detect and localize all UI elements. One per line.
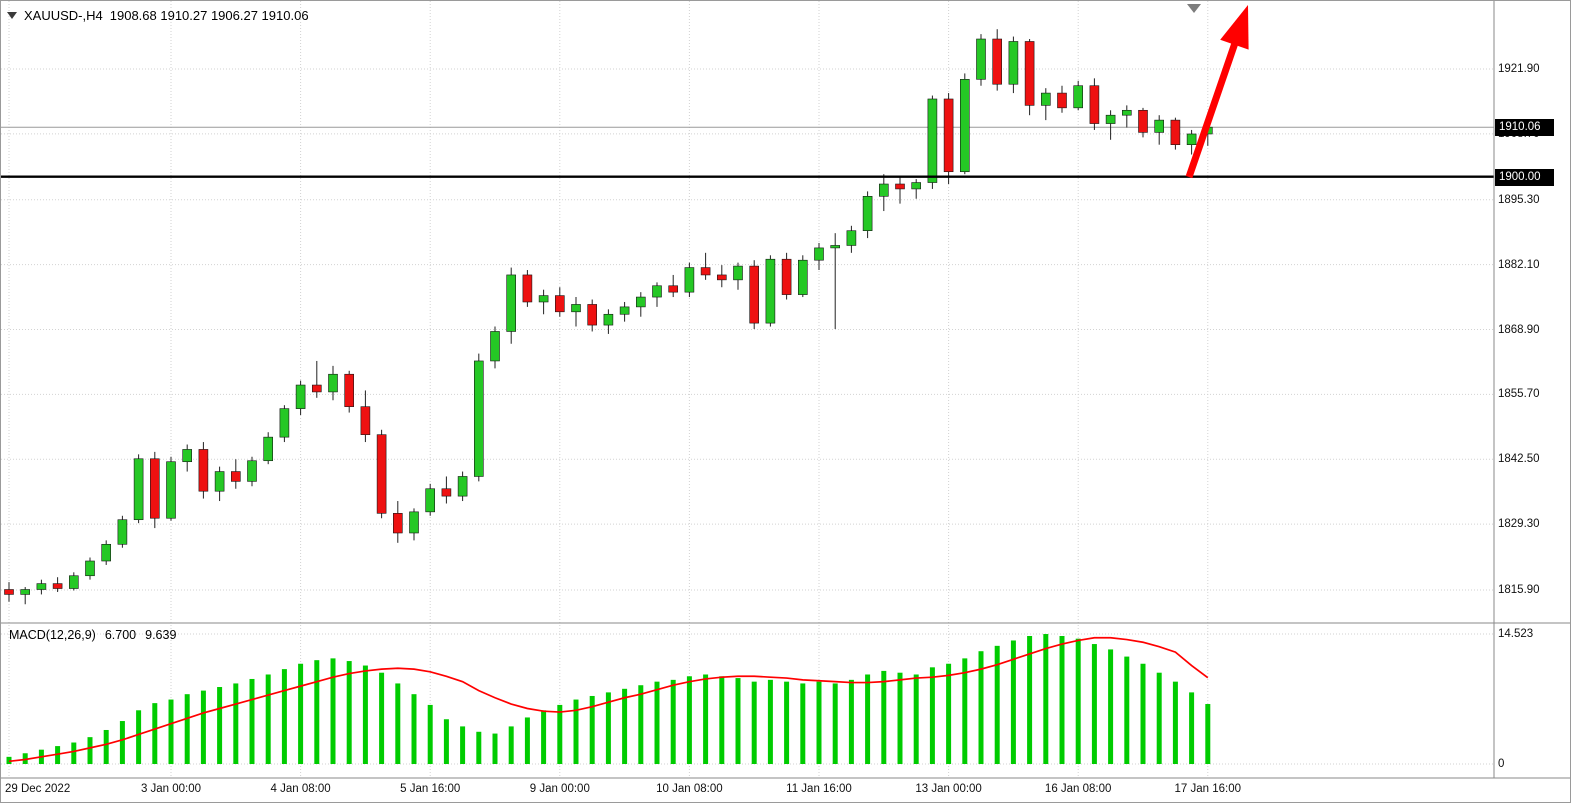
trend-arrow-annotation[interactable] (1185, 5, 1249, 179)
price-tick-label: 1829.30 (1498, 518, 1540, 531)
time-axis-label: 16 Jan 08:00 (1044, 783, 1112, 795)
price-tick-label: 1868.90 (1498, 323, 1540, 336)
price-tick-label: 1895.30 (1498, 193, 1540, 206)
price-tick-label: 1855.70 (1498, 388, 1540, 401)
macd-signal-value: 9.639 (145, 628, 177, 642)
chart-title-row: XAUUSD-,H4 1908.68 1910.27 1906.27 1910.… (7, 8, 309, 23)
price-tick-label: 1842.50 (1498, 453, 1540, 466)
macd-signal-line (8, 636, 1209, 763)
time-axis-label: 29 Dec 2022 (5, 783, 71, 795)
time-axis-label: 5 Jan 16:00 (400, 783, 461, 795)
symbol-period-label: XAUUSD-,H4 (24, 8, 103, 23)
candlesticks[interactable] (4, 29, 1213, 605)
time-axis-label: 4 Jan 08:00 (270, 783, 331, 795)
time-axis-label: 9 Jan 00:00 (529, 783, 590, 795)
price-tick-label: 1815.90 (1498, 584, 1540, 596)
one-click-trading-arrow-icon[interactable] (7, 12, 17, 19)
macd-scale-zero-label: 0 (1498, 758, 1505, 770)
price-tick-label: 1921.90 (1498, 63, 1540, 75)
time-axis-label: 13 Jan 00:00 (915, 783, 982, 795)
macd-indicator-label-row: MACD(12,26,9) 6.700 9.639 (9, 628, 176, 642)
time-axis-label: 3 Jan 00:00 (140, 783, 202, 795)
macd-indicator-name: MACD(12,26,9) (9, 628, 96, 642)
time-axis-label: 17 Jan 16:00 (1174, 783, 1242, 795)
time-axis-label: 10 Jan 08:00 (656, 783, 723, 795)
gridlines (1, 1, 1494, 778)
scroll-to-end-icon[interactable] (1187, 4, 1201, 13)
ohlc-quote-label: 1908.68 1910.27 1906.27 1910.06 (109, 8, 309, 23)
price-tick-label: 1882.10 (1498, 258, 1540, 271)
current-price-badge: 1910.06 (1495, 119, 1554, 136)
macd-main-value: 6.700 (104, 628, 137, 642)
time-axis-label: 11 Jan 16:00 (786, 783, 852, 795)
level-price-badge: 1900.00 (1495, 169, 1554, 186)
macd-histogram (6, 634, 1211, 764)
macd-scale-max-label: 14.523 (1498, 628, 1534, 640)
